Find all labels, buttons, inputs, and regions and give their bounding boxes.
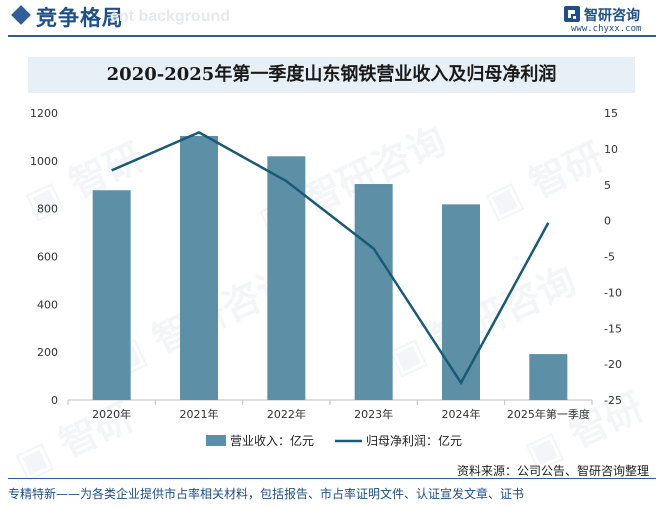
bar [180,135,218,400]
y-left-tick-label: 1200 [30,107,58,120]
bar [267,156,306,400]
y-right-tick-label: 15 [604,107,618,120]
page-header: 竞争格局 ent background 智研咨询 www.chyxx.com [0,0,663,37]
x-tick-label: 2025年第一季度 [507,407,590,421]
y-right-tick-label: -25 [604,394,622,407]
footer-bar [0,480,663,506]
footer-tagline: 专精特新——为各类企业提供市占率相关材料，包括报告、市占率证明文件、认证宣发文章… [8,487,525,501]
y-left-tick-label: 400 [37,298,58,311]
brand-name: 智研咨询 [584,8,640,24]
y-right-tick-label: 5 [604,179,611,192]
y-right-tick-label: -10 [604,286,622,299]
revenue-profit-chart: 0 200 400 600 800 1000 1200 15 10 5 0 -5 -10 -15 -20 -2… [30,107,622,448]
y-left-tick-label: 800 [37,203,58,216]
y-right-tick-label: 0 [604,215,611,228]
y-right-tick-label: 10 [604,143,618,156]
bar [442,204,480,400]
footer-divider [8,478,656,479]
series-line [111,130,550,386]
y-left-tick-label: 1000 [30,155,58,168]
chart-title: 2020-2025年第一季度山东钢铁营业收入及归母净利润 [106,64,557,85]
chart-title-band [28,57,635,93]
bar [529,354,568,400]
y-left-tick-label: 0 [51,394,58,407]
x-tick-label: 2022年 [267,407,306,421]
y-right-tick-label: -5 [604,251,615,264]
x-tick-label: 2023年 [354,407,393,421]
y-right-tick-label: -15 [604,322,622,335]
y-left-tick-label: 600 [37,251,58,264]
header-background-text: ent background [110,8,231,25]
x-tick-label: 2020年 [92,407,131,421]
bar [354,184,393,400]
x-tick-label: 2024年 [442,407,481,421]
legend-swatch-bar [206,435,226,446]
page-title: 竞争格局 [36,6,124,30]
header-divider [8,35,656,37]
brand-url: www.chyxx.com [571,24,642,34]
brand-logo-icon [564,6,580,22]
x-tick-label: 2021年 [180,407,219,421]
legend-label-line: 归母净利润：亿元 [366,433,462,448]
y-right-tick-label: -20 [604,358,622,371]
legend-label-bar: 营业收入：亿元 [230,433,314,448]
source-note: 资料来源：公司公告、智研咨询整理 [456,464,649,478]
y-left-tick-label: 200 [37,346,58,359]
bar [92,190,131,400]
